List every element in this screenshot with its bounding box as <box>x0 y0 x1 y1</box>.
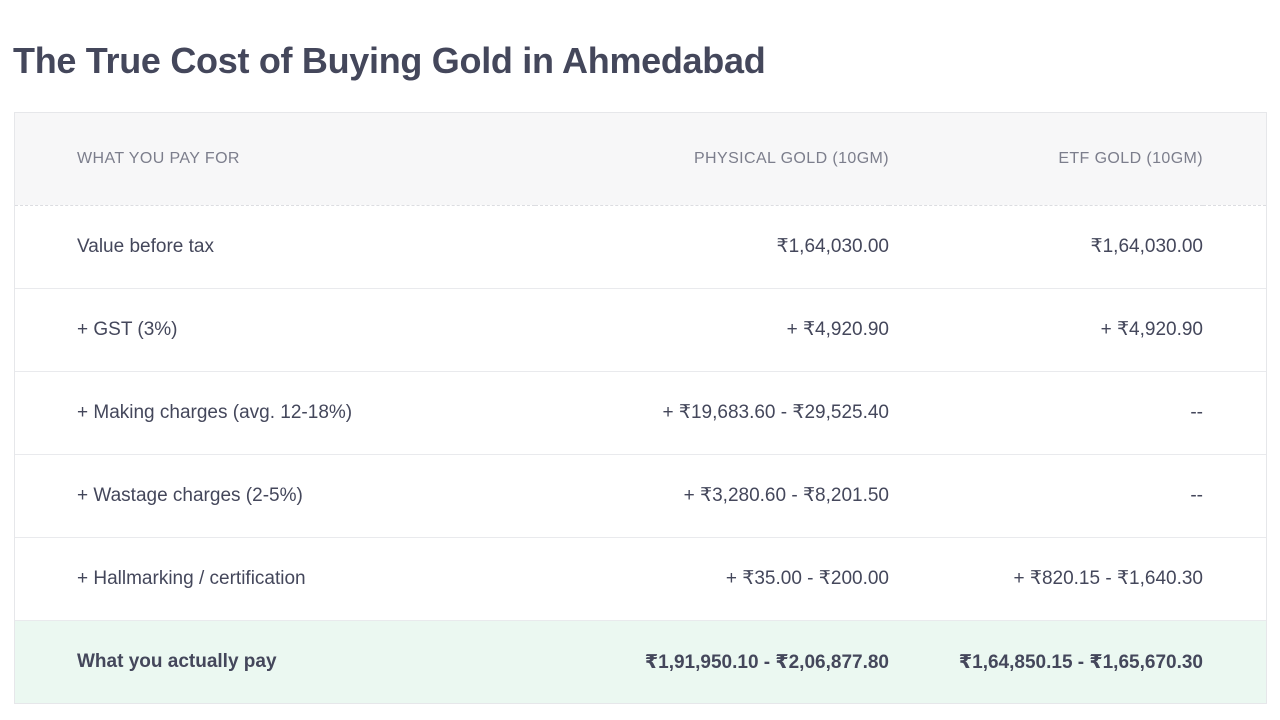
row-etf-value: + ₹4,920.90 <box>889 288 1203 372</box>
row-item-label: + Hallmarking / certification <box>15 537 535 621</box>
row-spacer <box>1203 205 1266 289</box>
row-etf-value: -- <box>889 454 1203 538</box>
table-row: + Hallmarking / certification + ₹35.00 -… <box>15 537 1266 621</box>
row-physical-value: ₹1,64,030.00 <box>535 205 889 289</box>
row-item-label: + Making charges (avg. 12-18%) <box>15 371 535 455</box>
page-title: The True Cost of Buying Gold in Ahmedaba… <box>13 40 766 81</box>
total-row: What you actually pay ₹1,91,950.10 - ₹2,… <box>15 620 1266 703</box>
table-header-row: WHAT YOU PAY FOR PHYSICAL GOLD (10GM) ET… <box>15 113 1266 206</box>
total-physical-value: ₹1,91,950.10 - ₹2,06,877.80 <box>644 651 889 673</box>
total-label: What you actually pay <box>77 651 277 672</box>
total-etf-value: ₹1,64,850.15 - ₹1,65,670.30 <box>958 651 1203 673</box>
header-etf-gold: ETF GOLD (10GM) <box>889 113 1203 206</box>
row-spacer <box>1203 537 1266 621</box>
table-row: + Wastage charges (2-5%) + ₹3,280.60 - ₹… <box>15 454 1266 538</box>
row-physical-value: + ₹35.00 - ₹200.00 <box>535 537 889 621</box>
row-spacer <box>1203 371 1266 455</box>
total-spacer <box>1203 620 1266 703</box>
table-row: Value before tax ₹1,64,030.00 ₹1,64,030.… <box>15 205 1266 289</box>
row-physical-value: + ₹4,920.90 <box>535 288 889 372</box>
row-spacer <box>1203 454 1266 538</box>
row-physical-value: + ₹3,280.60 - ₹8,201.50 <box>535 454 889 538</box>
header-spacer <box>1203 113 1266 206</box>
row-item-label: + GST (3%) <box>15 288 535 372</box>
table-row: + Making charges (avg. 12-18%) + ₹19,683… <box>15 371 1266 455</box>
row-spacer <box>1203 288 1266 372</box>
row-item-label: + Wastage charges (2-5%) <box>15 454 535 538</box>
header-what-you-pay-for: WHAT YOU PAY FOR <box>15 113 535 206</box>
row-item-label: Value before tax <box>15 205 535 289</box>
row-etf-value: + ₹820.15 - ₹1,640.30 <box>889 537 1203 621</box>
row-etf-value: -- <box>889 371 1203 455</box>
cost-comparison-table: WHAT YOU PAY FOR PHYSICAL GOLD (10GM) ET… <box>14 112 1267 704</box>
header-physical-gold: PHYSICAL GOLD (10GM) <box>535 113 889 206</box>
table-row: + GST (3%) + ₹4,920.90 + ₹4,920.90 <box>15 288 1266 372</box>
row-etf-value: ₹1,64,030.00 <box>889 205 1203 289</box>
row-physical-value: + ₹19,683.60 - ₹29,525.40 <box>535 371 889 455</box>
